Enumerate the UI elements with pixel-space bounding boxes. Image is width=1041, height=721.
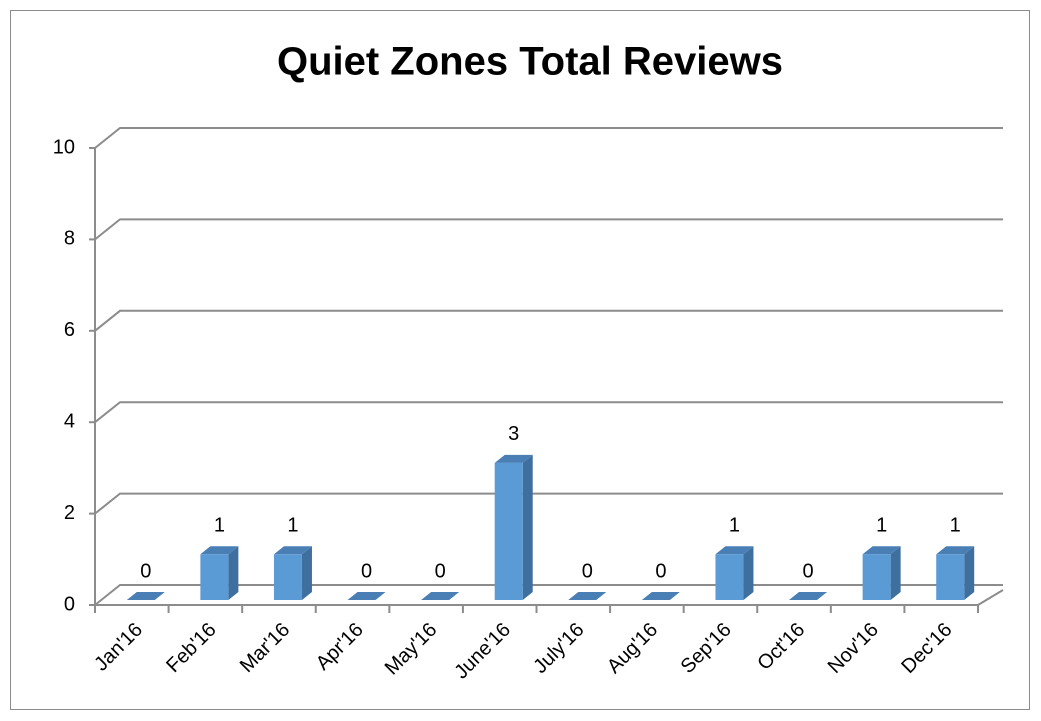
bar-top (494, 454, 533, 463)
y-tick-label: 10 (53, 136, 75, 158)
data-label: 3 (508, 423, 519, 445)
bar-top (273, 546, 312, 555)
bar (862, 554, 891, 600)
bar-side (301, 546, 312, 600)
y-tick-label: 6 (64, 319, 75, 341)
bar-top (347, 592, 386, 600)
data-label: 0 (802, 560, 813, 582)
data-label: 1 (729, 515, 740, 537)
bar (273, 554, 302, 600)
y-tick-label: 8 (64, 228, 75, 250)
grid-line (94, 127, 1003, 149)
bar-side (890, 546, 901, 600)
y-tick-label: 0 (64, 593, 75, 615)
bar-side (964, 546, 975, 600)
chart-title: Quiet Zones Total Reviews (277, 40, 783, 84)
y-tick-label: 4 (64, 410, 75, 432)
bar (200, 554, 229, 600)
bar-top (715, 546, 754, 555)
bar-top (126, 592, 165, 600)
data-label: 1 (950, 515, 961, 537)
bar-top (200, 546, 239, 555)
bar-top (421, 592, 460, 600)
bar-side (228, 546, 239, 600)
bar (494, 462, 523, 600)
bar-side (522, 454, 533, 600)
grid-line (94, 218, 1003, 241)
data-label: 0 (361, 560, 372, 582)
bar-top (936, 546, 975, 555)
bar-top (789, 592, 828, 600)
floor-edge (977, 589, 1004, 606)
bar (715, 554, 744, 600)
grid-line (94, 584, 1003, 606)
data-label: 0 (582, 560, 593, 582)
data-label: 0 (435, 560, 446, 582)
bar-top (568, 592, 607, 600)
bar-top (641, 592, 680, 600)
bar-side (743, 546, 754, 600)
data-label: 1 (287, 515, 298, 537)
grid-line (94, 492, 1003, 515)
grid-line (94, 401, 1003, 423)
data-label: 1 (876, 515, 887, 537)
bar (936, 554, 965, 600)
y-tick-label: 2 (64, 502, 75, 524)
data-label: 0 (655, 560, 666, 582)
data-label: 0 (140, 560, 151, 582)
data-label: 1 (214, 515, 225, 537)
grid-line (94, 309, 1003, 332)
bar-top (862, 546, 901, 555)
